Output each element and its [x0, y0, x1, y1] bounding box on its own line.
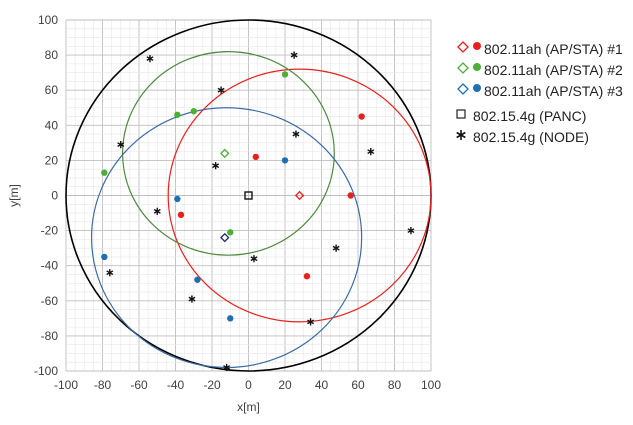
- node-point: [106, 269, 114, 277]
- legend-label: 802.15.4g (NODE): [473, 129, 589, 145]
- sta-point-2: [101, 169, 108, 176]
- y-tick-label: -40: [41, 259, 59, 273]
- y-tick-label: 0: [51, 189, 58, 203]
- x-tick-label: -20: [203, 378, 221, 392]
- legend-item-ap-sta-1: 802.11ah (AP/STA) #1: [455, 38, 633, 59]
- sta-point-1: [252, 153, 259, 161]
- y-tick-label: 20: [45, 153, 59, 167]
- node-point: [250, 255, 258, 263]
- y-tick-label: 80: [45, 48, 59, 62]
- x-tick-label: -100: [54, 378, 78, 392]
- sta-point-2: [174, 111, 181, 118]
- y-tick-label: -100: [34, 364, 58, 378]
- y-tick-label: 100: [38, 13, 58, 27]
- sta-point-1: [177, 211, 185, 219]
- x-axis-label: x[m]: [237, 400, 260, 414]
- y-tick-label: -80: [41, 329, 59, 343]
- diamond-dot-marker-icon: [457, 62, 481, 74]
- coverage-circle-ap-1: [167, 68, 432, 323]
- node-point: [153, 207, 161, 215]
- sta-point-3: [101, 253, 108, 261]
- node-point: [146, 55, 154, 63]
- sta-point-1: [358, 113, 365, 120]
- legend-item-ap-sta-2: 802.11ah (AP/STA) #2: [455, 59, 633, 80]
- node-point: [332, 244, 340, 252]
- x-tick-label: 100: [421, 378, 441, 392]
- node-point: [290, 51, 298, 59]
- coverage-circle-ap-2: [121, 50, 335, 256]
- sta-point-2: [281, 71, 289, 78]
- node-point: [188, 295, 196, 303]
- diamond-dot-marker-icon: [457, 83, 481, 95]
- legend-label: 802.11ah (AP/STA) #1: [484, 41, 623, 57]
- node-point: [307, 318, 315, 326]
- x-tick-label: 20: [278, 378, 292, 392]
- legend-label: 802.11ah (AP/STA) #2: [484, 62, 623, 78]
- sta-point-1: [347, 192, 354, 199]
- ap-point-3: [220, 232, 230, 243]
- y-axis-label: y[m]: [7, 184, 21, 207]
- asterisk-marker-icon: [456, 130, 466, 140]
- x-tick-label: 60: [351, 378, 365, 392]
- x-tick-label: -40: [167, 378, 185, 392]
- legend-item-node: 802.15.4g (NODE): [455, 126, 633, 147]
- data-points: [101, 51, 415, 372]
- chart-legend: 802.11ah (AP/STA) #1 802.11ah (AP/STA) #…: [455, 38, 633, 147]
- x-tick-label: 40: [315, 378, 329, 392]
- node-point: [367, 148, 375, 156]
- y-tick-label: -20: [41, 224, 59, 238]
- node-point: [117, 141, 125, 149]
- square-marker-icon: [456, 109, 466, 119]
- x-tick-label: -80: [94, 378, 112, 392]
- ap-point-2: [220, 148, 230, 159]
- sta-point-3: [281, 157, 289, 164]
- sta-point-1: [303, 273, 311, 280]
- legend-item-panc: 802.15.4g (PANC): [455, 105, 633, 126]
- y-tick-label: 40: [45, 118, 59, 132]
- ap-point-1: [294, 190, 305, 201]
- tick-labels: -100 -80 -60 -40 -20 0 20 40 60 80 100 -100 -80 -60 -4…: [34, 13, 441, 392]
- x-tick-label: 80: [388, 378, 402, 392]
- panc-point: [244, 191, 253, 200]
- legend-label: 802.11ah (AP/STA) #3: [484, 83, 623, 99]
- node-point: [217, 86, 225, 94]
- sta-point-3: [174, 195, 181, 203]
- x-tick-label: 0: [245, 378, 252, 392]
- y-tick-label: 60: [45, 83, 59, 97]
- node-point: [223, 363, 231, 372]
- legend-item-ap-sta-3: 802.11ah (AP/STA) #3: [455, 80, 633, 101]
- y-tick-label: -60: [41, 294, 59, 308]
- node-point: [407, 227, 415, 235]
- node-point: [292, 130, 300, 138]
- sta-point-2: [190, 108, 197, 115]
- sta-point-2: [227, 229, 234, 236]
- sta-point-3: [194, 276, 201, 283]
- x-tick-label: -60: [130, 378, 148, 392]
- coverage-circles: [65, 19, 432, 372]
- diamond-dot-marker-icon: [457, 41, 481, 53]
- node-point: [212, 162, 220, 170]
- sta-point-3: [227, 315, 234, 322]
- legend-label: 802.15.4g (PANC): [473, 108, 587, 124]
